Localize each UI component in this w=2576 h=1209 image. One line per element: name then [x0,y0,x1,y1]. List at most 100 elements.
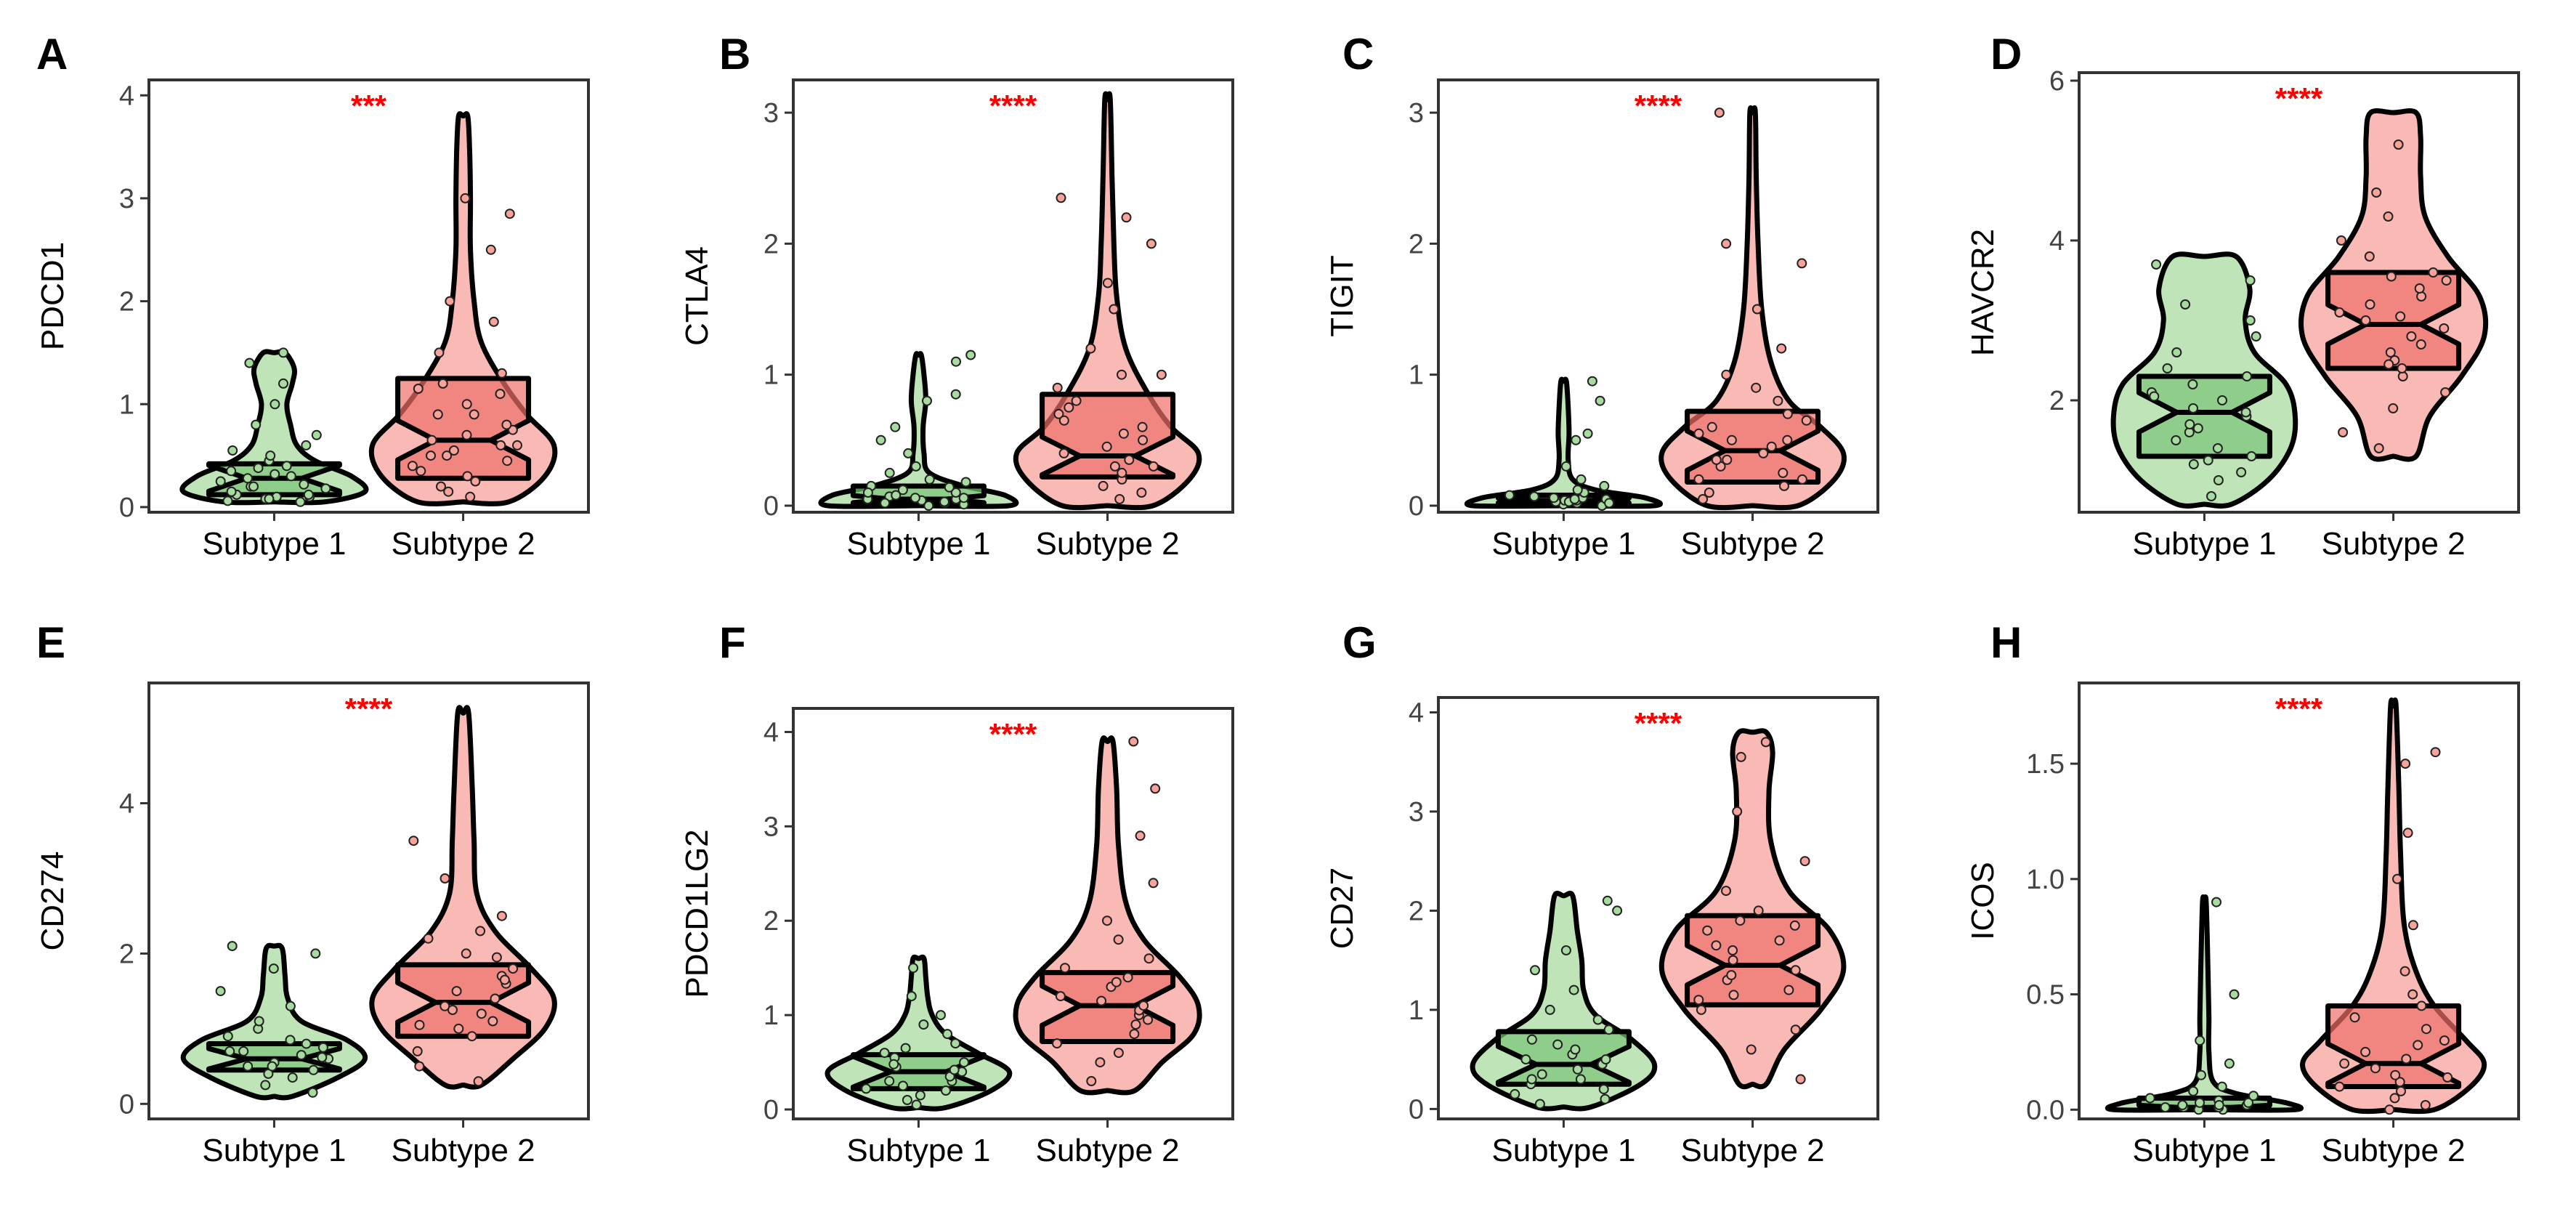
y-tick-label: 0 [764,491,779,522]
data-point [2195,1035,2206,1046]
data-point [499,974,510,985]
data-point [278,347,288,358]
y-tick-label: 1 [1409,995,1424,1026]
data-point [891,490,902,501]
data-point [1560,945,1571,955]
violin [2300,698,2487,1115]
data-point [939,496,949,507]
data-point [2413,1040,2423,1051]
x-tick-label: Subtype 1 [2132,526,2276,562]
y-tick-label: 0.0 [2026,1095,2065,1125]
data-point [2224,1058,2235,1069]
data-point [461,948,471,959]
data-point [2414,283,2425,294]
group-1 [2110,251,2298,509]
data-point [2430,747,2441,758]
data-point [408,836,419,846]
data-point [2349,1012,2360,1023]
data-point [1751,382,1762,393]
group-2 [2298,108,2489,462]
data-point [1797,474,1807,485]
data-point [462,471,473,482]
y-tick-label: 0 [119,493,134,523]
data-point [308,1064,319,1075]
data-point [951,356,961,367]
plot-frame [2078,682,2520,1120]
data-point [1102,915,1112,926]
data-point [1148,878,1159,889]
data-point [488,316,499,327]
data-point [1587,376,1597,387]
significance-label: **** [345,692,393,726]
y-tick-label: 3 [119,184,134,214]
y-tick-label: 0.5 [2026,980,2065,1011]
data-point [1143,1014,1154,1025]
data-point [897,485,908,496]
data-point [301,1038,312,1049]
data-point [1602,895,1613,906]
y-tick-label: 3 [1409,98,1424,129]
group-1 [179,347,369,507]
data-point [1795,1074,1806,1085]
data-point [1726,970,1737,981]
data-point [1728,990,1739,1000]
y-tick-label: 0 [764,1095,779,1125]
significance-label: **** [989,89,1037,123]
data-point [1766,441,1777,452]
data-point [443,486,454,497]
data-point [285,1000,296,1011]
data-point [1118,428,1129,439]
data-point [1504,490,1515,501]
data-point [2442,1072,2453,1083]
data-point [1728,955,1738,966]
data-point [2214,1100,2224,1110]
y-tick-label: 2 [2049,386,2065,416]
data-point [436,481,446,492]
plot-frame [792,707,1234,1120]
data-point [908,963,919,974]
x-tick-label: Subtype 2 [1680,526,1824,562]
data-point [2206,491,2216,501]
data-point [1576,474,1587,485]
data-point [295,496,306,507]
data-point [307,1087,318,1098]
y-tick-label: 2 [1409,229,1424,259]
data-point [861,1083,872,1094]
data-point [1797,258,1807,269]
y-tick-label: 1 [1409,360,1424,391]
data-point [884,1076,895,1086]
data-point [2177,1100,2188,1110]
data-point [1138,1000,1149,1011]
data-point [1735,751,1746,762]
panel-letter: C [1342,30,1374,78]
data-point [432,409,443,420]
data-point [311,429,322,440]
data-point [906,991,917,1002]
violin [1465,376,1663,509]
data-point [2334,307,2345,318]
data-point [1150,783,1161,794]
y-tick-label: 0 [119,1089,134,1120]
data-point [242,473,253,484]
panel-a: A PDCD1 0 1 2 3 4 Subtype 1 Subtype 2 *** [35,30,590,562]
plot-frame [792,78,1234,514]
data-point [466,1031,477,1042]
data-point [1592,1014,1603,1025]
x-tick-label: Subtype 1 [202,526,346,562]
y-tick-label: 3 [764,812,779,842]
data-point [924,474,935,485]
data-point [2213,475,2224,485]
data-point [2415,339,2426,349]
data-point [1693,474,1704,485]
data-point [936,1010,946,1021]
data-point [495,440,506,450]
data-point [1735,915,1746,926]
data-point [244,357,255,368]
panel-e: E CD274 0 2 4 Subtype 1 Subtype 2 **** [35,618,590,1168]
data-point [2336,235,2346,246]
data-point [222,1031,233,1042]
x-tick-label: Subtype 2 [391,526,535,562]
y-tick-label: 2 [764,229,779,259]
data-point [226,486,237,497]
data-point [1782,408,1793,419]
